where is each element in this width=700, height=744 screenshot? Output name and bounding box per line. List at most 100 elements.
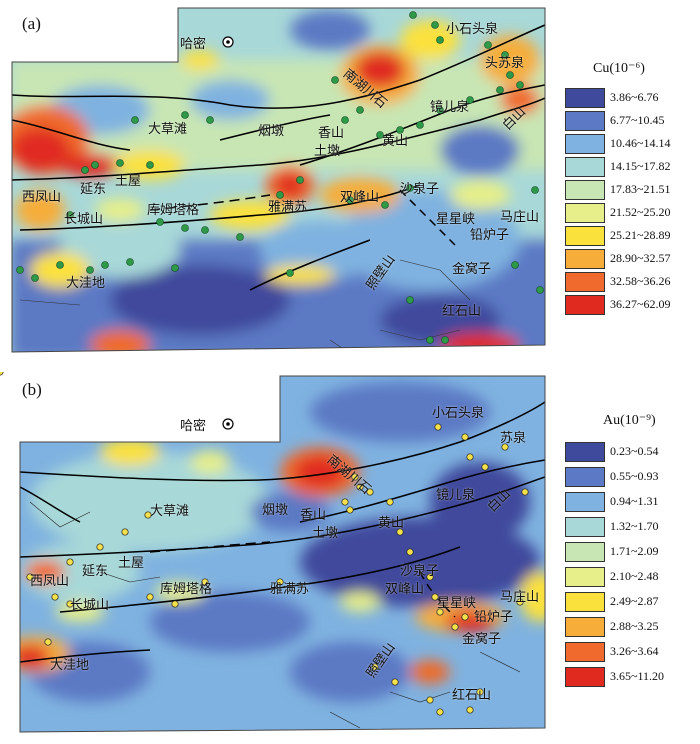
legend-swatch: [565, 592, 605, 612]
legend-item: 1.32~1.70: [565, 517, 685, 537]
place-hami: 哈密: [180, 37, 207, 52]
place-shaquanzi: 沙泉子: [400, 182, 440, 197]
legend-swatch: [565, 134, 605, 154]
place-huangshan: 黄山: [378, 516, 405, 531]
legend-label: 0.23~0.54: [610, 444, 659, 458]
legend-label: 0.94~1.31: [610, 494, 659, 508]
legend-item: 21.52~25.20: [565, 203, 685, 223]
legend-swatch: [565, 180, 605, 200]
place-mazhuangshan: 马庄山: [500, 590, 540, 605]
legend-item: 25.21~28.89: [565, 226, 685, 246]
cu-anomaly-map: [11, 7, 546, 353]
place-hongshishan: 红石山: [442, 304, 482, 319]
place-jinwozi: 金窝子: [462, 632, 502, 647]
place-dawadi: 大洼地: [66, 276, 106, 291]
place-tudun: 土墩: [314, 144, 341, 159]
legend-label: 2.49~2.87: [610, 594, 659, 608]
place-luzi: 铅炉子: [470, 228, 510, 243]
place-shaquanzi: 沙泉子: [400, 564, 440, 579]
place-xifengshan: 西凤山: [30, 574, 70, 589]
legend-item: 0.94~1.31: [565, 492, 685, 512]
place-yandun: 烟墩: [258, 124, 285, 139]
panel-label: (b): [22, 380, 42, 399]
place-changchengshan: 长城山: [64, 212, 104, 227]
legend-label: 28.90~32.57: [610, 251, 671, 265]
legend-swatch: [565, 226, 605, 246]
legend-item: 10.46~14.14: [565, 134, 685, 154]
place-dawadi: 大洼地: [50, 658, 90, 673]
legend-swatch: [565, 467, 605, 487]
au-anomaly-map: [0, 372, 546, 733]
place-jinwozi: 金窝子: [452, 262, 492, 277]
legend-label: 2.88~3.25: [610, 619, 659, 633]
place-yandun: 烟墩: [262, 503, 289, 518]
place-kumutage: 库姆塔格: [147, 203, 200, 218]
place-jingerquan: 镜儿泉: [430, 100, 470, 115]
legend-swatch: [565, 542, 605, 562]
legend-swatch: [565, 157, 605, 177]
legend-item: 0.23~0.54: [565, 442, 685, 462]
legend-label: 10.46~14.14: [610, 136, 671, 150]
place-tuwu: 土屋: [118, 556, 145, 571]
legend-swatch: [565, 567, 605, 587]
place-xingxingxia: 星星峡: [437, 596, 477, 611]
legend-swatch: [565, 88, 605, 108]
place-shuangfengshan: 双峰山: [385, 582, 425, 597]
place-hami: 哈密: [180, 419, 207, 434]
legend-swatch: [565, 111, 605, 131]
legend-item: 36.27~62.09: [565, 295, 685, 315]
place-xingxingxia: 星星峡: [436, 212, 476, 227]
legend-au: Au(10⁻⁹) 0.23~0.54 0.55~0.93 0.94~1.31 1…: [565, 412, 695, 687]
place-hongshishan: 红石山: [452, 688, 492, 703]
legend-label: 6.77~10.45: [610, 113, 665, 127]
legend-label: 3.26~3.64: [610, 644, 659, 658]
legend-swatch: [565, 442, 605, 462]
panel-a: (a) 哈密 小石头泉 头苏泉 南湖川石 大草滩 烟墩 香山 镜儿泉 黄山 土墩…: [0, 0, 700, 370]
place-tudun: 土墩: [312, 526, 339, 541]
place-xiaoshitouquan: 小石头泉: [446, 22, 499, 37]
panel-b: (b) 哈密 小石头泉 苏泉 南湖川石 大草滩 烟墩 香山 镜儿泉 黄山 土墩 …: [0, 372, 700, 744]
legend-title: Cu(10⁻⁶): [593, 61, 645, 76]
place-yandong: 延东: [80, 182, 107, 197]
legend-swatch: [565, 249, 605, 269]
legend-swatch: [565, 667, 605, 687]
city-marker-icon: [222, 418, 234, 430]
legend-item: 28.90~32.57: [565, 249, 685, 269]
place-jingerquan: 镜儿泉: [436, 488, 476, 503]
legend-label: 25.21~28.89: [610, 228, 671, 242]
place-yamansu: 雅满苏: [268, 200, 308, 215]
place-kumutage: 库姆塔格: [160, 582, 213, 597]
legend-swatch: [565, 295, 605, 315]
place-yamansu: 雅满苏: [270, 582, 310, 597]
legend-item: 1.71~2.09: [565, 542, 685, 562]
legend-title: Au(10⁻⁹): [603, 413, 656, 428]
legend-swatch: [565, 203, 605, 223]
legend-cu: Cu(10⁻⁶) 3.86~6.76 6.77~10.45 10.46~14.1…: [565, 60, 695, 315]
legend-item: 3.26~3.64: [565, 642, 685, 662]
legend-label: 21.52~25.20: [610, 205, 671, 219]
city-marker-icon: [222, 36, 234, 48]
legend-swatch: [565, 642, 605, 662]
legend-label: 1.32~1.70: [610, 519, 659, 533]
legend-swatch: [565, 272, 605, 292]
place-luzi: 铅炉子: [474, 610, 514, 625]
legend-item: 2.49~2.87: [565, 592, 685, 612]
legend-item: 3.65~11.20: [565, 667, 685, 687]
place-xiangshan: 香山: [300, 508, 327, 523]
legend-item: 0.55~0.93: [565, 467, 685, 487]
panel-label: (a): [22, 14, 41, 33]
legend-item: 14.15~17.82: [565, 157, 685, 177]
legend-swatch: [565, 517, 605, 537]
legend-label: 17.83~21.51: [610, 182, 671, 196]
legend-label: 1.71~2.09: [610, 544, 659, 558]
place-dacaotan: 大草滩: [148, 122, 188, 137]
place-mazhuangshan: 马庄山: [500, 210, 540, 225]
place-toususquan: 苏泉: [500, 431, 527, 446]
place-dacaotan: 大草滩: [150, 504, 190, 519]
place-tuwu: 土屋: [115, 174, 142, 189]
legend-label: 32.58~36.26: [610, 274, 671, 288]
legend-swatch: [565, 617, 605, 637]
legend-label: 14.15~17.82: [610, 159, 671, 173]
place-shuangfengshan: 双峰山: [340, 190, 380, 205]
place-yandong: 延东: [82, 564, 109, 579]
